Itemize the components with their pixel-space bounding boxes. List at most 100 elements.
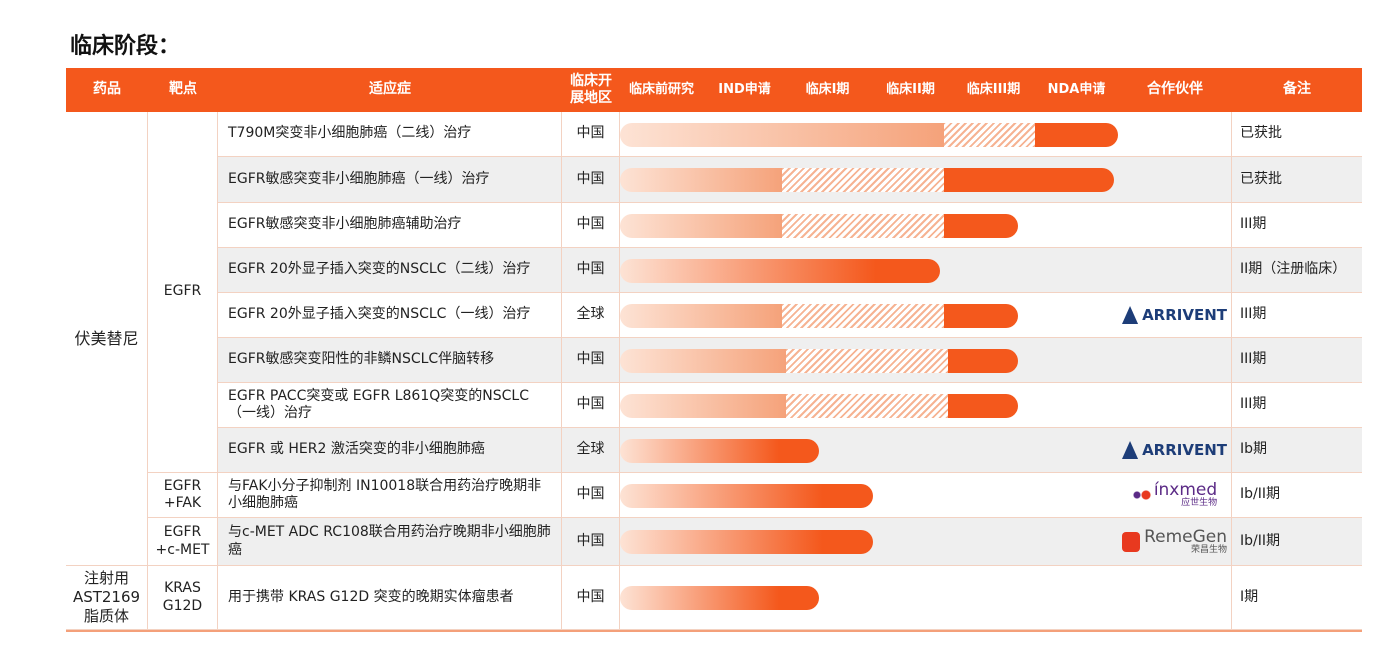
header-cell: 临床II期 — [869, 68, 952, 112]
indication: EGFR PACC突变或 EGFR L861Q突变的NSCLC（一线）治疗 — [218, 383, 562, 428]
partner-logo: RemeGen 荣昌生物 — [1144, 526, 1227, 555]
note: III期 — [1232, 383, 1362, 428]
header-cell: 临床I期 — [786, 68, 869, 112]
bar-solid — [943, 213, 1019, 238]
partner-cell — [1118, 203, 1232, 248]
bar-progress — [620, 258, 940, 283]
stage-cell — [620, 293, 1118, 338]
stage-cell — [620, 518, 1118, 566]
header-cell: 适应症 — [218, 68, 562, 112]
drug: 伏美替尼 — [66, 112, 148, 566]
bar-progress — [620, 303, 782, 328]
partner-cell: ínxmed 应世生物 — [1118, 473, 1232, 518]
bar-progress — [620, 122, 944, 147]
partner-name: ínxmed — [1153, 480, 1218, 500]
partner-sub: 荣昌生物 — [1190, 544, 1227, 555]
partner-icon — [1131, 489, 1152, 501]
partner-cell — [1118, 338, 1232, 383]
region: 全球 — [562, 293, 620, 338]
note: 已获批 — [1232, 112, 1362, 157]
indication: EGFR敏感突变非小细胞肺癌辅助治疗 — [218, 203, 562, 248]
header-cell: 药品 — [66, 68, 148, 112]
page-title: 临床阶段： — [70, 34, 181, 59]
stage-cell — [620, 112, 1118, 157]
region: 中国 — [562, 203, 620, 248]
partner-cell — [1118, 112, 1232, 157]
partner-icon — [1122, 531, 1141, 552]
bottom-rule — [66, 630, 1362, 632]
note: 已获批 — [1232, 157, 1362, 203]
bar-hatched — [943, 122, 1035, 147]
bar-lane — [620, 248, 1118, 293]
header-cell: NDA申请 — [1035, 68, 1118, 112]
header-cell: 临床开展地区 — [562, 68, 620, 112]
region: 中国 — [562, 338, 620, 383]
partner-cell — [1118, 157, 1232, 203]
bar-lane — [620, 203, 1118, 248]
bar-progress — [620, 483, 874, 508]
region: 中国 — [562, 248, 620, 293]
stage-cell — [620, 157, 1118, 203]
bar-progress — [620, 393, 786, 418]
partner-cell — [1118, 566, 1232, 630]
partner-logo: ARRIVENT — [1142, 440, 1227, 459]
region: 全球 — [562, 428, 620, 473]
header-cell: 临床前研究 — [620, 68, 703, 112]
indication: T790M突变非小细胞肺癌（二线）治疗 — [218, 112, 562, 157]
note: Ib/II期 — [1232, 518, 1362, 566]
region: 中国 — [562, 566, 620, 630]
indication: EGFR 20外显子插入突变的NSCLC（二线）治疗 — [218, 248, 562, 293]
target: KRAS G12D — [148, 566, 218, 630]
bar-progress — [620, 530, 874, 554]
indication: 与FAK小分子抑制剂 IN10018联合用药治疗晚期非小细胞肺癌 — [218, 473, 562, 518]
partner-icon — [1122, 441, 1139, 459]
bar-progress — [620, 586, 820, 610]
bar-hatched — [786, 393, 948, 418]
partner-name: RemeGen — [1144, 526, 1227, 547]
stage-cell — [620, 473, 1118, 518]
target: EGFR +FAK — [148, 473, 218, 518]
region: 中国 — [562, 518, 620, 566]
bar-hatched — [786, 348, 948, 373]
stage-cell — [620, 428, 1118, 473]
target: EGFR — [148, 112, 218, 473]
partner-name: ARRIVENT — [1142, 305, 1227, 324]
bar-hatched — [781, 303, 944, 328]
partner-name: ARRIVENT — [1142, 440, 1227, 459]
target: EGFR +c-MET — [148, 518, 218, 566]
stage-cell — [620, 383, 1118, 428]
stage-cell — [620, 203, 1118, 248]
bar-progress — [620, 348, 786, 373]
note: Ib期 — [1232, 428, 1362, 473]
bar-lane — [620, 112, 1118, 157]
bar-lane — [620, 157, 1118, 203]
indication: 用于携带 KRAS G12D 突变的晚期实体瘤患者 — [218, 566, 562, 630]
region: 中国 — [562, 383, 620, 428]
indication: EGFR 或 HER2 激活突变的非小细胞肺癌 — [218, 428, 562, 473]
bar-solid — [1035, 122, 1118, 147]
drug: 注射用AST2169脂质体 — [66, 566, 148, 630]
indication: 与c-MET ADC RC108联合用药治疗晚期非小细胞肺癌 — [218, 518, 562, 566]
region: 中国 — [562, 112, 620, 157]
bar-lane — [620, 473, 1118, 518]
note: Ib/II期 — [1232, 473, 1362, 518]
partner-cell — [1118, 248, 1232, 293]
partner-sub: 应世生物 — [1181, 498, 1218, 508]
bar-hatched — [781, 213, 944, 238]
bar-lane — [620, 428, 1118, 473]
bar-progress — [620, 438, 820, 463]
partner-cell: ARRIVENT — [1118, 428, 1232, 473]
bar-lane — [620, 338, 1118, 383]
bar-lane — [620, 293, 1118, 338]
region: 中国 — [562, 473, 620, 518]
note: III期 — [1232, 293, 1362, 338]
partner-cell: RemeGen 荣昌生物 — [1118, 518, 1232, 566]
stage-cell — [620, 248, 1118, 293]
bar-solid — [947, 348, 1019, 373]
header-cell: 合作伙伴 — [1118, 68, 1232, 112]
header-cell: IND申请 — [703, 68, 786, 112]
stage-cell — [620, 566, 1118, 630]
region: 中国 — [562, 157, 620, 203]
